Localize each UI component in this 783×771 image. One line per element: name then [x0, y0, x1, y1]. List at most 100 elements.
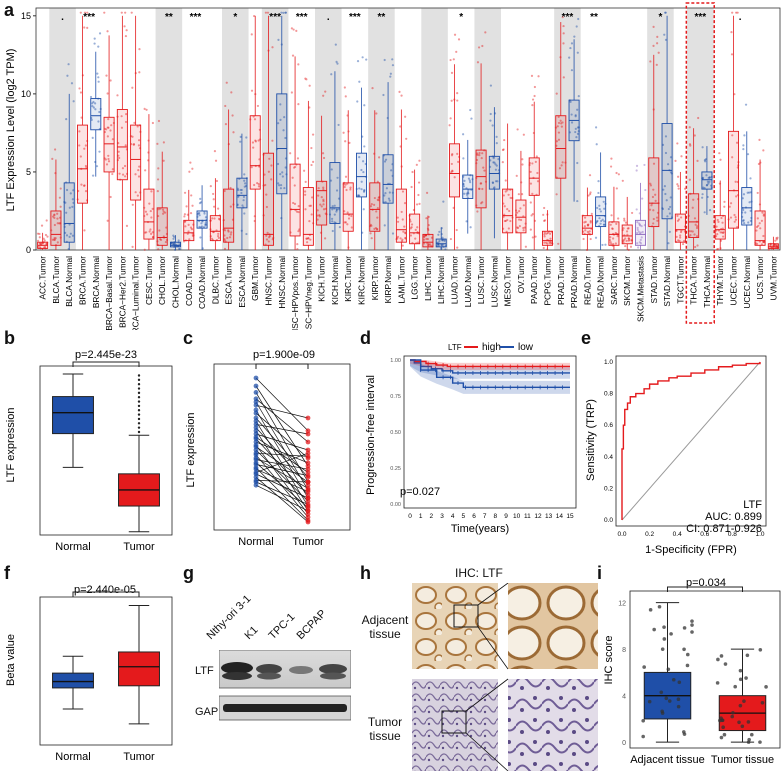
data-point	[373, 227, 376, 230]
data-point	[173, 235, 176, 238]
tumor-point	[305, 489, 311, 494]
data-point	[350, 214, 353, 218]
data-point	[268, 236, 271, 239]
data-point	[652, 627, 656, 632]
data-point	[612, 243, 615, 246]
outlier-point	[137, 426, 141, 429]
data-point	[576, 132, 580, 135]
data-point	[383, 224, 386, 227]
data-point	[204, 223, 208, 226]
data-point	[276, 162, 280, 166]
y-tick-label: 8	[622, 647, 626, 654]
data-point	[742, 208, 745, 212]
data-point	[284, 166, 287, 169]
data-point	[576, 161, 579, 165]
data-point	[507, 193, 510, 196]
data-point	[124, 144, 127, 147]
x-tick-label: 2	[430, 513, 434, 520]
data-point	[375, 228, 379, 231]
data-point	[296, 247, 299, 251]
data-point	[283, 186, 286, 190]
data-point	[422, 238, 426, 241]
data-point	[187, 223, 190, 226]
data-point	[701, 193, 704, 196]
data-point	[265, 238, 269, 241]
data-point	[124, 34, 128, 38]
data-point	[757, 224, 760, 227]
data-point	[652, 25, 655, 28]
data-point	[150, 190, 153, 193]
tumor-point	[305, 479, 311, 485]
data-point	[106, 92, 109, 95]
data-point	[627, 227, 630, 230]
data-point	[707, 182, 710, 185]
data-point	[455, 228, 458, 232]
data-point	[755, 225, 759, 229]
tumor-point	[305, 508, 311, 514]
data-point	[209, 185, 212, 188]
data-point	[427, 244, 430, 247]
data-point	[331, 217, 334, 220]
data-point	[723, 662, 728, 666]
significance-mark: **	[590, 12, 598, 23]
data-point	[531, 98, 535, 101]
data-point	[719, 158, 722, 161]
data-point	[72, 100, 75, 103]
panel-label-f: f	[4, 563, 10, 583]
data-point	[669, 156, 673, 159]
data-point	[240, 188, 243, 192]
data-point	[53, 216, 56, 219]
data-point	[531, 212, 534, 216]
pair-line	[255, 427, 309, 486]
data-point	[117, 150, 120, 153]
box-LUAD.Tumor	[449, 143, 460, 198]
data-point	[423, 242, 426, 245]
data-point	[296, 243, 299, 246]
x-tick-label: Tumor	[123, 751, 155, 763]
data-point	[256, 104, 260, 108]
data-point	[737, 720, 741, 725]
data-point	[212, 192, 215, 196]
data-point	[708, 180, 711, 183]
data-point	[363, 104, 366, 107]
panel-f-ylabel: Beta value	[5, 634, 17, 686]
data-point	[343, 210, 346, 213]
data-point	[437, 244, 440, 247]
panel-b-pvalue: p=2.445e-23	[75, 349, 137, 361]
data-point	[198, 225, 201, 229]
data-point	[191, 167, 194, 170]
data-point	[603, 207, 606, 210]
data-point	[331, 205, 334, 208]
data-point	[688, 143, 692, 146]
data-point	[98, 32, 102, 35]
x-tick-label: SKCM.Metastasis	[636, 256, 646, 322]
data-point	[223, 247, 227, 250]
data-point	[319, 203, 322, 206]
data-point	[556, 125, 559, 128]
data-point	[451, 169, 454, 172]
data-point	[333, 221, 336, 224]
data-point	[125, 113, 128, 116]
data-point	[308, 204, 311, 208]
high-curve	[410, 359, 570, 368]
data-point	[65, 234, 69, 237]
data-point	[293, 202, 297, 205]
x-tick-label: HNSC.Tumor	[264, 256, 274, 306]
data-point	[654, 199, 657, 202]
data-point	[375, 112, 378, 115]
data-point	[338, 226, 341, 229]
data-point	[716, 233, 719, 236]
data-point	[584, 220, 587, 223]
data-point	[264, 183, 267, 187]
x-tick-label: OV.Tumor	[516, 256, 526, 293]
data-point	[107, 157, 110, 161]
data-point	[664, 11, 667, 14]
data-point	[533, 85, 536, 89]
data-point	[210, 237, 214, 240]
data-point	[266, 11, 270, 14]
data-point	[189, 226, 193, 229]
data-point	[562, 24, 565, 28]
data-point	[583, 225, 586, 228]
data-point	[177, 239, 180, 242]
panel-b-boxplot: LTF expression p=2.445e-23 Normal Tumor	[5, 349, 173, 553]
